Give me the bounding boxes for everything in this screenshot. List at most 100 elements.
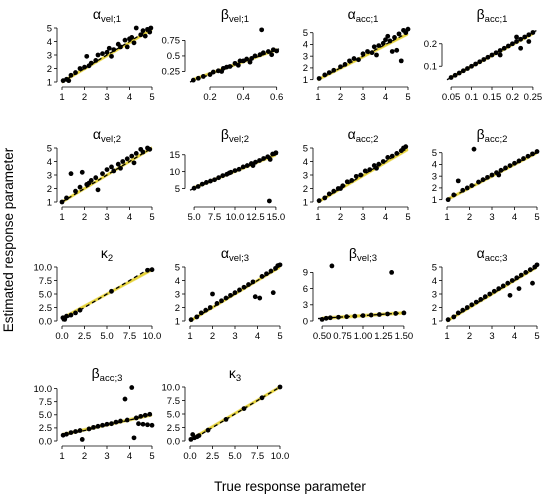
data-point <box>129 153 135 159</box>
data-point <box>530 280 535 286</box>
data-point <box>140 28 146 34</box>
x-tick-label: 5 <box>534 331 539 342</box>
x-tick-label: 5.0 <box>228 451 241 462</box>
x-tick-label: 5 <box>149 451 154 462</box>
x-tick-label: 2 <box>338 92 343 103</box>
data-point <box>188 436 194 442</box>
data-point <box>66 78 72 84</box>
data-point <box>133 151 139 156</box>
x-tick-label: 2 <box>210 331 215 342</box>
x-tick-label: 5.0 <box>187 212 200 223</box>
data-point <box>383 37 388 43</box>
y-tick-label: 4 <box>432 276 437 287</box>
data-point <box>147 29 153 35</box>
data-point <box>259 27 265 33</box>
x-tick-label: 10.0 <box>226 212 245 223</box>
x-tick-label: 4 <box>127 212 132 223</box>
y-tick-label: 0.25 <box>162 67 181 78</box>
data-point <box>232 290 238 296</box>
y-tick-label: 6 <box>303 284 308 295</box>
data-point <box>131 435 137 441</box>
panel-title-symbol: α <box>348 126 356 142</box>
panel-title: αacc;2 <box>348 126 379 145</box>
y-tick-label: 5 <box>47 143 52 154</box>
y-tick-label: 0.5 <box>167 51 180 62</box>
data-point <box>115 161 121 167</box>
x-tick-label: 0.6 <box>270 92 283 103</box>
y-tick-label: 10.0 <box>34 384 53 395</box>
y-tick-label: 5 <box>432 148 437 159</box>
panel-title: αvel;1 <box>93 6 121 25</box>
y-tick-label: 7.5 <box>39 397 52 408</box>
panel-title-subscript: vel;2 <box>101 134 121 145</box>
data-point <box>124 44 130 50</box>
x-tick-label: 0.05 <box>442 92 461 103</box>
panel-title: κ2 <box>101 245 113 264</box>
y-tick-label: 3 <box>432 289 437 300</box>
identity-line <box>446 29 538 81</box>
data-point <box>77 66 83 71</box>
data-point <box>133 25 139 31</box>
data-point <box>403 144 409 150</box>
y-tick-label: 3 <box>303 300 308 311</box>
y-tick-label: 1 <box>175 316 180 327</box>
y-tick-label: 1 <box>303 75 308 86</box>
data-point <box>266 198 272 204</box>
data-point <box>389 49 395 54</box>
data-point <box>93 58 99 63</box>
x-tick-label: 5 <box>149 212 154 223</box>
y-tick-label: 2 <box>175 303 180 314</box>
data-point <box>84 53 90 59</box>
data-point <box>109 164 114 170</box>
data-point <box>120 159 126 164</box>
data-point <box>385 33 391 39</box>
data-point <box>142 33 148 39</box>
x-tick-label: 1.50 <box>395 331 414 342</box>
y-tick-label: 0.75 <box>162 36 181 47</box>
x-tick-label: 1.00 <box>354 331 373 342</box>
panel-title: βvel;3 <box>349 245 377 264</box>
y-tick-label: 15 <box>169 150 180 161</box>
panel-title-subscript: acc;2 <box>485 134 508 145</box>
data-point <box>122 396 128 402</box>
x-tick-label: 5.0 <box>100 331 113 342</box>
data-point <box>460 68 466 74</box>
data-point <box>534 262 540 268</box>
data-point <box>319 316 325 322</box>
y-tick-label: 1 <box>47 197 52 208</box>
data-point <box>514 34 519 40</box>
data-point <box>405 26 411 32</box>
data-point <box>133 415 139 421</box>
panel-title-subscript: vel;1 <box>101 14 121 25</box>
x-tick-label: 3 <box>104 92 109 103</box>
panel-title-subscript: acc;1 <box>356 14 379 25</box>
x-tick-label: 0.1 <box>465 92 478 103</box>
x-tick-label: 4 <box>512 212 517 223</box>
data-point <box>522 34 528 40</box>
y-tick-label: 1 <box>432 195 437 206</box>
x-tick-label: 2 <box>467 331 472 342</box>
data-point <box>244 56 250 62</box>
x-tick-label: 5 <box>277 331 282 342</box>
y-tick-label: 5 <box>303 143 308 154</box>
y-tick-label: 1 <box>432 316 437 327</box>
panel-title-symbol: β <box>349 245 357 261</box>
x-tick-label: 4 <box>127 451 132 462</box>
chart-panel-4: βacc;1 0.05 0.1 0.15 0.2 0.25 0.1 0.2 <box>424 6 542 103</box>
panel-title-symbol: κ <box>229 365 237 381</box>
x-tick-label: 2 <box>82 212 87 223</box>
y-axis-title: Estimated response parameter <box>1 147 16 332</box>
x-tick-label: 3 <box>360 92 365 103</box>
data-point <box>518 45 524 51</box>
x-tick-label: 1 <box>315 92 320 103</box>
y-tick-label: 4 <box>303 157 308 168</box>
x-tick-label: 7.5 <box>251 451 264 462</box>
y-tick-label: 3 <box>303 170 308 181</box>
panel-title-subscript: 2 <box>108 253 113 264</box>
data-point <box>129 35 135 40</box>
panel-title-symbol: β <box>477 6 485 22</box>
data-point <box>95 187 101 193</box>
x-tick-label: 4 <box>127 92 132 103</box>
data-point <box>526 39 532 44</box>
data-point <box>64 313 69 319</box>
